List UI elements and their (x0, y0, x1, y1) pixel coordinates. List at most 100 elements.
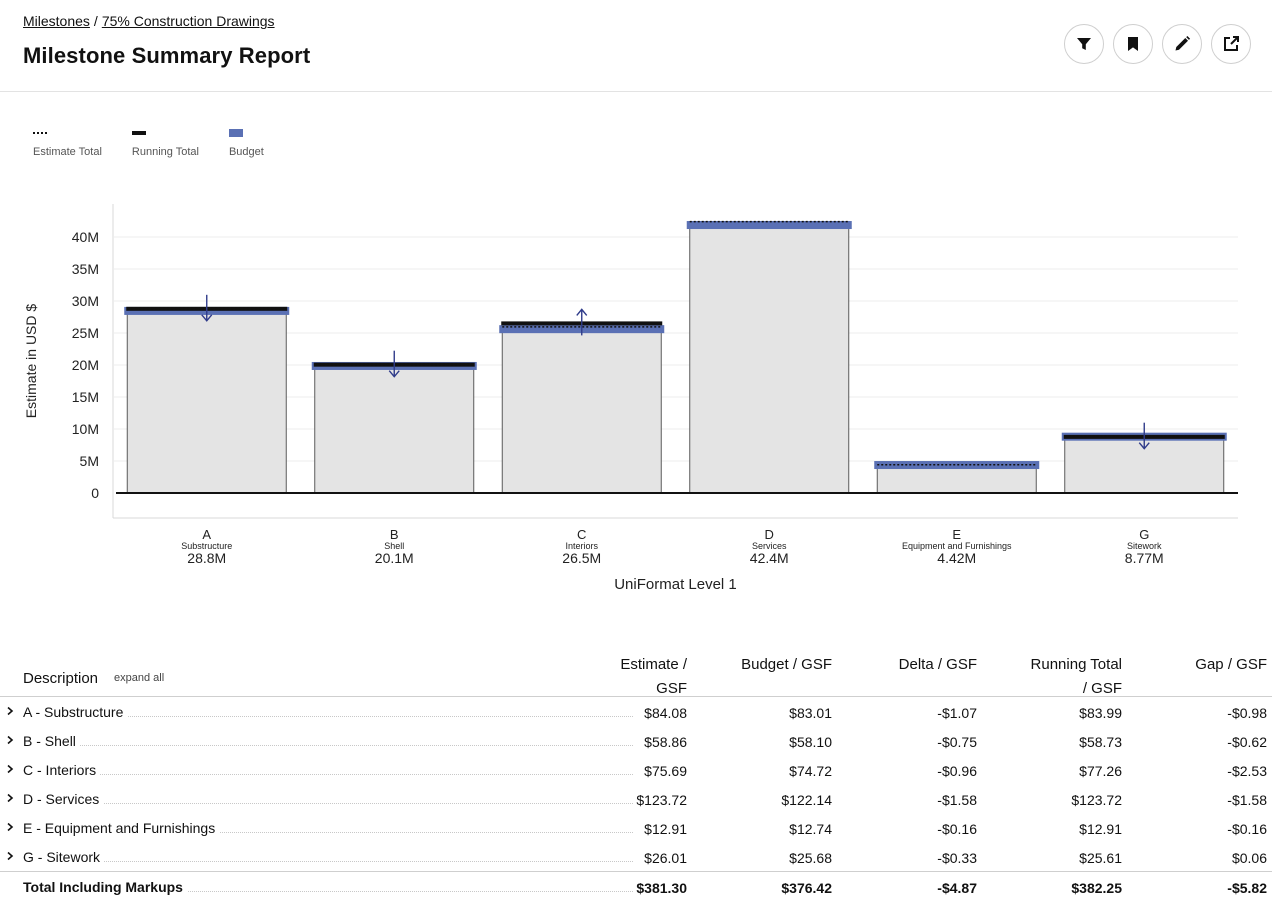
y-tick-label: 30M (72, 293, 99, 309)
chevron-right-icon[interactable] (5, 764, 15, 774)
cell-estimate: $75.69 (644, 763, 687, 779)
row-leader (23, 861, 633, 862)
legend-item-estimate-total[interactable]: Estimate Total (33, 128, 102, 158)
bar-estimate[interactable] (689, 221, 850, 494)
arrow-down-icon (201, 314, 213, 322)
x-category-name: Interiors (565, 541, 598, 551)
y-tick-label: 5M (80, 453, 99, 469)
edit-button[interactable] (1162, 24, 1202, 64)
column-header-line: Running Total (1030, 656, 1122, 673)
cell-delta: -$1.07 (937, 705, 977, 721)
summary-table: Description expand all Estimate / GSF Bu… (0, 645, 1272, 900)
budget-marker[interactable] (686, 221, 852, 230)
legend-item-budget[interactable]: Budget (228, 128, 264, 158)
share-button[interactable] (1211, 24, 1251, 64)
running-total-swatch (131, 131, 146, 135)
pencil-icon (1175, 36, 1191, 51)
column-header-line: / GSF (1082, 680, 1122, 697)
page-title: Milestone Summary Report (23, 43, 311, 68)
share-icon (1224, 36, 1239, 51)
column-header-line: Gap / GSF (1195, 656, 1267, 673)
arrow-down-icon (1138, 442, 1150, 450)
cell-budget: $12.74 (789, 821, 832, 837)
row-description: Total Including Markups (23, 879, 187, 895)
column-header-delta[interactable]: Delta / GSF (899, 653, 977, 677)
budget-marker[interactable] (874, 461, 1040, 470)
table-row[interactable]: C - Interiors $75.69 $74.72 -$0.96 $77.26 -$2… (0, 755, 1272, 784)
row-description: A - Substructure (23, 704, 128, 720)
cell-delta: -$0.75 (937, 734, 977, 750)
chevron-right-icon[interactable] (5, 793, 15, 803)
column-header-gap[interactable]: Gap / GSF (1195, 653, 1267, 677)
cell-estimate: $58.86 (644, 734, 687, 750)
cell-gap: -$0.16 (1227, 821, 1267, 837)
table-row[interactable]: B - Shell $58.86 $58.10 -$0.75 $58.73 -$0.62 (0, 726, 1272, 755)
column-header-line: Delta / GSF (898, 656, 977, 673)
bar-estimate[interactable] (126, 308, 287, 494)
table-row[interactable]: D - Services $123.72 $122.14 -$1.58 $123.72 -… (0, 784, 1272, 813)
table-body: A - Substructure $84.08 $83.01 -$1.07 $83.99… (0, 697, 1272, 900)
column-header-estimate[interactable]: Estimate / GSF (620, 653, 687, 701)
x-category-name: Shell (384, 541, 404, 551)
chevron-right-icon[interactable] (5, 851, 15, 861)
row-leader (23, 745, 633, 746)
cell-gap: -$1.58 (1227, 792, 1267, 808)
cell-running-total: $83.99 (1079, 705, 1122, 721)
x-category-code: A (202, 527, 211, 542)
y-tick-label: 40M (72, 229, 99, 245)
chevron-right-icon[interactable] (5, 706, 15, 716)
x-category-name: Substructure (181, 541, 232, 551)
cell-running-total: $123.72 (1071, 792, 1122, 808)
expand-all-link[interactable]: expand all (114, 672, 165, 684)
cell-estimate: $84.08 (644, 705, 687, 721)
legend-item-running-total[interactable]: Running Total (131, 128, 199, 158)
bar-estimate[interactable] (314, 363, 475, 494)
row-leader (23, 891, 633, 892)
cell-delta: -$0.16 (937, 821, 977, 837)
bookmark-icon (1128, 37, 1138, 51)
x-category-name: Equipment and Furnishings (902, 541, 1012, 551)
row-leader (23, 832, 633, 833)
y-tick-label: 15M (72, 389, 99, 405)
breadcrumb-link-current-milestone[interactable]: 75% Construction Drawings (101, 13, 275, 29)
arrow-up-icon (576, 308, 588, 316)
chevron-right-icon[interactable] (5, 822, 15, 832)
row-leader (23, 716, 633, 717)
cell-gap: $0.06 (1231, 850, 1267, 866)
cell-running-total: $77.26 (1079, 763, 1122, 779)
row-leader (23, 803, 633, 804)
chevron-right-icon[interactable] (5, 735, 15, 745)
filter-icon (1077, 38, 1091, 50)
legend-label: Estimate Total (33, 146, 102, 158)
filter-button[interactable] (1064, 24, 1104, 64)
table-row[interactable]: E - Equipment and Furnishings $12.91 $12.7… (0, 813, 1272, 842)
cell-gap: -$5.82 (1227, 880, 1267, 896)
x-category-code: C (577, 527, 586, 542)
table-row[interactable]: A - Substructure $84.08 $83.01 -$1.07 $83.99… (0, 697, 1272, 726)
cell-running-total: $25.61 (1079, 850, 1122, 866)
cell-running-total: $12.91 (1079, 821, 1122, 837)
x-category-total: 4.42M (937, 550, 976, 566)
column-header-running-total[interactable]: Running Total / GSF (1031, 653, 1122, 701)
budget-swatch (228, 129, 243, 137)
cell-budget: $25.68 (789, 850, 832, 866)
legend-label: Running Total (131, 146, 199, 158)
column-header-budget[interactable]: Budget / GSF (741, 653, 832, 677)
cell-gap: -$0.62 (1227, 734, 1267, 750)
breadcrumb-link-milestones[interactable]: Milestones (23, 13, 90, 29)
milestone-bar-chart: 0 5M 10M 15M 20M 25M 30M 35M 40M Estimate in USD … (23, 204, 1238, 593)
cell-budget: $376.42 (781, 880, 832, 896)
y-tick-label: 10M (72, 421, 99, 437)
breadcrumb: Milestones/75% Construction Drawings (23, 13, 275, 29)
bookmark-button[interactable] (1113, 24, 1153, 64)
cell-gap: -$0.98 (1227, 705, 1267, 721)
bar-estimate[interactable] (501, 326, 662, 494)
x-axis-label: UniFormat Level 1 (614, 576, 737, 593)
x-category-total: 42.4M (750, 550, 789, 566)
table-row[interactable]: G - Sitework $26.01 $25.68 -$0.33 $25.61 $0.0… (0, 842, 1272, 871)
column-header-description: Description (23, 670, 99, 687)
estimate-total-swatch (33, 132, 47, 134)
x-category-name: Services (752, 541, 787, 551)
column-header-line: Budget / GSF (741, 656, 832, 673)
cell-running-total: $58.73 (1079, 734, 1122, 750)
